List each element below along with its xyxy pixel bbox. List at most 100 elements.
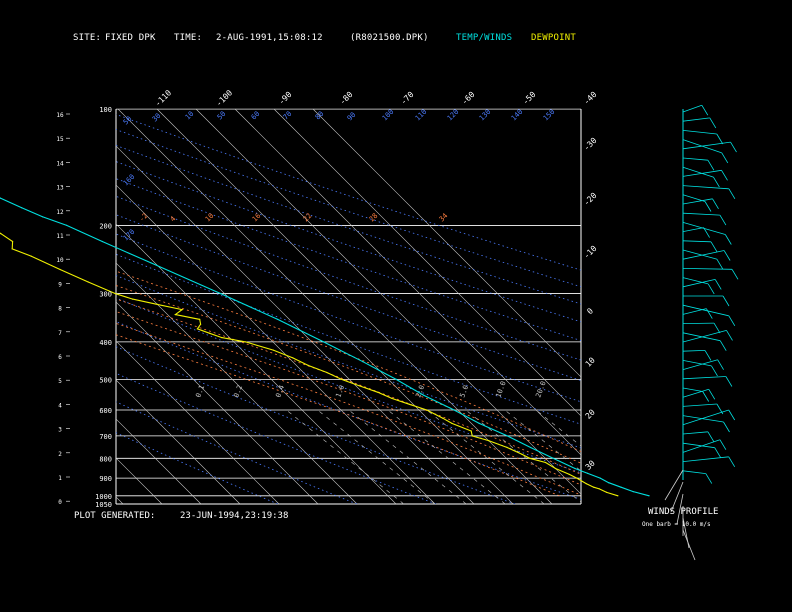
dewpoint-point <box>598 488 600 490</box>
wind-barb-flag <box>712 198 719 210</box>
dewpoint-point <box>617 495 619 497</box>
height-tick-label: 7 <box>58 330 62 337</box>
dry-adiabat <box>116 144 581 305</box>
wind-barb-flag <box>707 283 715 295</box>
isotherm-line <box>116 262 358 504</box>
dewpoint-point <box>426 409 428 411</box>
height-tick-label: 4 <box>58 402 62 409</box>
dry-adiabat <box>116 372 437 504</box>
dewpoint-point <box>606 491 608 493</box>
dry-adiabat-label: 80 <box>314 110 326 122</box>
dewpoint-point <box>307 364 309 366</box>
moist-adiabat <box>116 334 560 497</box>
isotherm-label-top: -70 <box>399 90 416 107</box>
isotherm-line <box>116 223 397 504</box>
wind-barb-shaft <box>682 304 729 317</box>
temperature-point <box>323 341 325 343</box>
wind-barb-flag <box>710 241 718 253</box>
mixing-ratio-label: 1.0 <box>334 384 346 399</box>
wind-barb-shaft <box>682 212 720 216</box>
pressure-tick-label: 400 <box>99 339 112 347</box>
mixing-ratio-line <box>348 409 467 504</box>
dewpoint-point <box>471 435 473 437</box>
pressure-tick-label: 100 <box>99 106 112 114</box>
wind-barb-flag <box>704 201 712 212</box>
dry-adiabat-label: 150 <box>542 108 557 123</box>
mixing-ratio-label: 20.0 <box>534 380 547 399</box>
dewpoint-point <box>568 473 570 475</box>
height-tick-label: 10 <box>56 257 64 264</box>
isotherm-line <box>0 109 45 504</box>
wind-barb-shaft <box>682 439 721 453</box>
wind-barb-flag <box>724 234 732 245</box>
wind-barb-shaft <box>682 322 715 324</box>
dewpoint-point <box>326 371 328 374</box>
height-tick-label: 1 <box>58 475 62 482</box>
dry-adiabat <box>116 233 581 403</box>
dewpoint-point <box>132 298 134 300</box>
dry-adiabat-label: 50 <box>216 110 228 122</box>
wind-profile-barbs <box>664 104 739 561</box>
moist-adiabat-label: 10 <box>204 212 216 224</box>
temperature-point <box>574 467 576 470</box>
moist-adiabat-label: 16 <box>251 212 263 224</box>
wind-barb-flag <box>723 421 730 433</box>
isotherm-label-right: -10 <box>582 244 599 261</box>
mixing-ratio-line <box>426 409 545 504</box>
wind-barb-shaft <box>682 308 707 315</box>
isotherm-label-top: -110 <box>153 88 173 108</box>
wind-barb-shaft <box>682 157 708 161</box>
temperature-point <box>632 491 634 493</box>
dewpoint-point <box>181 309 183 311</box>
dewpoint-point <box>593 486 595 488</box>
wind-barb-shaft <box>682 350 706 352</box>
dewpoint-point <box>0 233 2 235</box>
wind-barb-flag <box>705 473 713 484</box>
dry-adiabat-label: 120 <box>446 108 461 123</box>
moist-adiabat-label: 34 <box>438 212 450 224</box>
dewpoint-point <box>59 268 61 271</box>
pressure-tick-label: 200 <box>99 222 112 230</box>
height-tick-label: 2 <box>58 451 62 458</box>
wind-barb-lower <box>682 529 696 561</box>
legend-temp-winds: TEMP/WINDS <box>456 33 513 43</box>
pressure-tick-label: 300 <box>99 291 112 299</box>
wind-barb-flag <box>711 365 718 377</box>
mixing-ratio-line <box>504 409 581 472</box>
isotherm-line <box>116 340 280 504</box>
temperature-point <box>101 240 103 243</box>
wind-barb-flag <box>714 447 722 458</box>
mixing-ratio-line <box>387 409 506 504</box>
isotherm-line <box>116 457 163 504</box>
height-tick-label: 12 <box>56 209 64 216</box>
dry-adiabat-label: 70 <box>282 110 294 122</box>
isotherm-line <box>0 109 6 504</box>
mixing-ratio-label: 0.1 <box>194 384 206 399</box>
wind-barb-flag <box>701 104 709 116</box>
height-tick-label: 14 <box>56 160 64 167</box>
site-value: FIXED DPK <box>105 33 156 43</box>
pressure-tick-label: 800 <box>99 455 112 463</box>
dewpoint-point <box>470 430 472 432</box>
wind-profile-title: WINDS PROFILE <box>648 507 719 517</box>
dry-adiabat-label: 30 <box>151 112 163 124</box>
dry-adiabat-label: 60 <box>250 110 262 122</box>
wind-barb-shaft <box>682 240 712 243</box>
dry-adiabat <box>116 253 581 425</box>
legend-dewpoint: DEWPOINT <box>531 33 576 43</box>
dewpoint-point <box>199 318 201 320</box>
time-label: TIME: <box>174 33 203 43</box>
wind-barb-flag <box>730 141 737 153</box>
dewpoint-point <box>87 281 89 283</box>
isotherm-line <box>312 109 581 378</box>
mixing-ratio-line <box>317 409 436 504</box>
wind-barb-shaft <box>682 431 708 435</box>
isotherm-label-right: 0 <box>585 306 595 316</box>
wind-barb-flag <box>721 152 729 164</box>
pressure-tick-label: 1000 <box>95 493 112 501</box>
wind-barb-shaft <box>682 117 710 122</box>
dewpoint-point <box>521 453 523 455</box>
wind-barb-lower <box>664 469 684 501</box>
temperature-point <box>608 482 610 484</box>
isotherm-label-right: -20 <box>582 191 599 208</box>
